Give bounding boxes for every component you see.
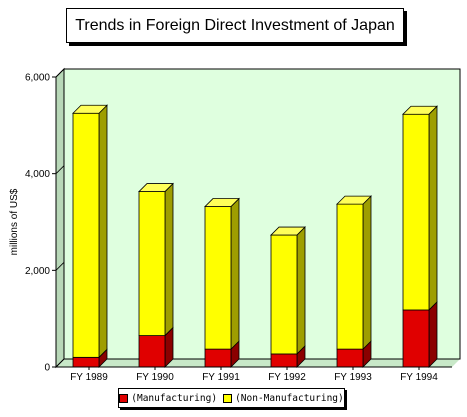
y-tick-label-3: 6,000 bbox=[25, 73, 50, 84]
bar-side-non-manufacturing-5 bbox=[428, 105, 438, 311]
axes: FY 1989 FY 1990 FY 1991 FY 1992 FY 1993 FY 19… bbox=[25, 68, 452, 383]
x-tick-label-3: FY 1992 bbox=[268, 372, 306, 383]
legend-swatch-manufacturing bbox=[119, 393, 129, 403]
y-tick-label-1: 2,000 bbox=[25, 266, 50, 277]
y-tick-label-0: 0 bbox=[44, 363, 50, 374]
bar-side-non-manufacturing-4 bbox=[362, 195, 372, 351]
legend-label-non-manufacturing: (Non-Manufacturing) bbox=[235, 392, 344, 404]
x-tick-label-5: FY 1994 bbox=[400, 372, 438, 383]
bar-manufacturing-3 bbox=[270, 353, 298, 368]
bar-side-non-manufacturing-1 bbox=[164, 182, 174, 337]
y-tick-label-2: 4,000 bbox=[25, 169, 50, 180]
x-tick-label-2: FY 1991 bbox=[202, 372, 240, 383]
bar-top-2 bbox=[204, 198, 240, 207]
x-tick-label-1: FY 1990 bbox=[136, 372, 174, 383]
legend-label-manufacturing: (Manufacturing) bbox=[131, 392, 218, 404]
bar-manufacturing-0 bbox=[72, 356, 100, 368]
chart-title: Trends in Foreign Direct Investment of J… bbox=[66, 8, 404, 43]
bar-top-1 bbox=[138, 183, 174, 192]
bar-manufacturing-2 bbox=[204, 348, 232, 368]
plot-floor bbox=[56, 359, 460, 367]
legend-item-non-manufacturing: (Non-Manufacturing) bbox=[223, 393, 344, 404]
legend-item-manufacturing: (Manufacturing) bbox=[119, 393, 217, 404]
bar-top-5 bbox=[402, 105, 438, 115]
plot-background bbox=[63, 68, 461, 360]
legend-swatch-non-manufacturing bbox=[223, 393, 233, 403]
bar-non-manufacturing-1 bbox=[138, 191, 166, 336]
y-axis-title: millions of US$ bbox=[9, 188, 20, 255]
bar-non-manufacturing-0 bbox=[72, 112, 100, 358]
bar-non-manufacturing-3 bbox=[270, 234, 298, 355]
bar-top-3 bbox=[270, 226, 306, 236]
plot-area bbox=[55, 67, 461, 369]
bars bbox=[72, 104, 438, 368]
bar-non-manufacturing-5 bbox=[402, 113, 430, 311]
bar-side-non-manufacturing-2 bbox=[230, 197, 240, 351]
bar-side-manufacturing-5 bbox=[428, 301, 438, 368]
bar-manufacturing-4 bbox=[336, 348, 364, 368]
x-tick-label-4: FY 1993 bbox=[334, 372, 372, 383]
bar-non-manufacturing-4 bbox=[336, 203, 364, 350]
y-tick-depth-3 bbox=[55, 68, 65, 78]
bar-side-non-manufacturing-0 bbox=[98, 104, 108, 359]
bar-manufacturing-5 bbox=[402, 309, 430, 368]
y-tick-depth-2 bbox=[55, 165, 65, 174]
plot-side-wall bbox=[55, 67, 65, 369]
x-tick-label-0: FY 1989 bbox=[70, 372, 108, 383]
bar-top-0 bbox=[72, 104, 108, 114]
bar-top-4 bbox=[336, 195, 372, 205]
y-tick-depth-1 bbox=[55, 262, 65, 271]
bar-side-non-manufacturing-3 bbox=[296, 226, 306, 355]
bar-non-manufacturing-2 bbox=[204, 206, 232, 350]
bar-manufacturing-1 bbox=[138, 335, 166, 368]
legend: (Manufacturing) (Non-Manufacturing) bbox=[118, 388, 345, 408]
y-tick-depth-0 bbox=[55, 358, 65, 368]
